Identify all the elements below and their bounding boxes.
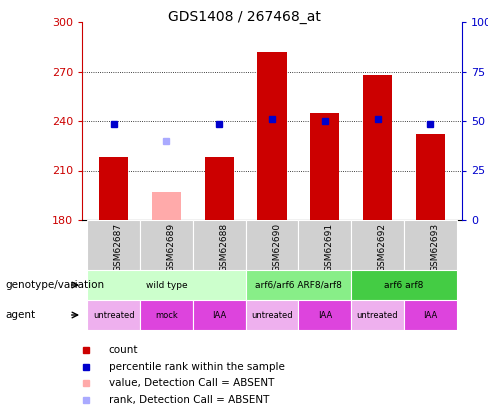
Text: genotype/variation: genotype/variation bbox=[5, 280, 104, 290]
Bar bbox=[310, 113, 339, 220]
Text: IAA: IAA bbox=[318, 311, 332, 320]
Text: rank, Detection Call = ABSENT: rank, Detection Call = ABSENT bbox=[109, 394, 269, 405]
Bar bbox=[298, 220, 351, 270]
Text: arf6 arf8: arf6 arf8 bbox=[384, 281, 424, 290]
Bar bbox=[87, 300, 140, 330]
Text: IAA: IAA bbox=[423, 311, 437, 320]
Bar bbox=[404, 300, 457, 330]
Bar bbox=[404, 220, 457, 270]
Text: GSM62687: GSM62687 bbox=[114, 222, 122, 272]
Text: untreated: untreated bbox=[251, 311, 293, 320]
Text: count: count bbox=[109, 345, 138, 355]
Bar bbox=[87, 220, 140, 270]
Bar bbox=[99, 157, 128, 220]
Bar bbox=[351, 220, 404, 270]
Bar bbox=[258, 52, 286, 220]
Text: GSM62688: GSM62688 bbox=[219, 222, 228, 272]
Bar bbox=[152, 192, 181, 220]
Text: GSM62691: GSM62691 bbox=[325, 222, 334, 272]
Bar bbox=[87, 270, 245, 300]
Text: percentile rank within the sample: percentile rank within the sample bbox=[109, 362, 285, 372]
Bar bbox=[351, 270, 457, 300]
Bar bbox=[298, 300, 351, 330]
Text: mock: mock bbox=[155, 311, 178, 320]
Bar bbox=[245, 220, 298, 270]
Text: GSM62690: GSM62690 bbox=[272, 222, 281, 272]
Text: untreated: untreated bbox=[93, 311, 135, 320]
Text: value, Detection Call = ABSENT: value, Detection Call = ABSENT bbox=[109, 378, 274, 388]
Bar bbox=[245, 300, 298, 330]
Bar bbox=[363, 75, 392, 220]
Text: untreated: untreated bbox=[357, 311, 398, 320]
Bar bbox=[140, 220, 193, 270]
Text: GDS1408 / 267468_at: GDS1408 / 267468_at bbox=[167, 10, 321, 24]
Text: IAA: IAA bbox=[212, 311, 226, 320]
Bar bbox=[193, 300, 245, 330]
Text: GSM62689: GSM62689 bbox=[166, 222, 176, 272]
Text: GSM62692: GSM62692 bbox=[378, 222, 386, 271]
Bar bbox=[140, 300, 193, 330]
Bar bbox=[193, 220, 245, 270]
Text: agent: agent bbox=[5, 310, 35, 320]
Bar bbox=[204, 157, 234, 220]
Bar bbox=[351, 300, 404, 330]
Text: arf6/arf6 ARF8/arf8: arf6/arf6 ARF8/arf8 bbox=[255, 281, 342, 290]
Text: wild type: wild type bbox=[145, 281, 187, 290]
Bar bbox=[416, 134, 445, 220]
Bar bbox=[245, 270, 351, 300]
Text: GSM62693: GSM62693 bbox=[430, 222, 439, 272]
